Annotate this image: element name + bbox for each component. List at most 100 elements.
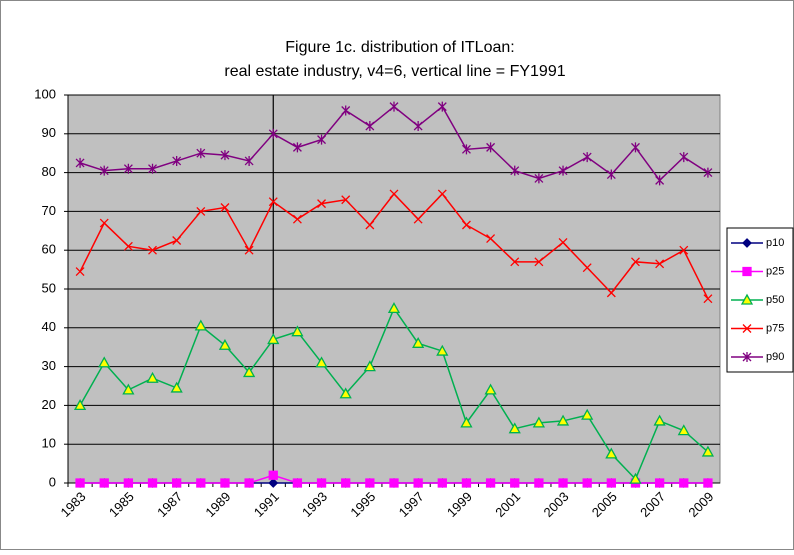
marker xyxy=(389,189,399,199)
marker xyxy=(172,236,182,245)
marker xyxy=(292,214,302,224)
legend-label: p75 xyxy=(766,322,784,334)
marker xyxy=(484,383,497,395)
marker xyxy=(389,478,399,488)
marker xyxy=(703,478,713,488)
y-tick-label: 40 xyxy=(42,319,56,334)
marker xyxy=(701,445,715,457)
marker xyxy=(437,189,447,199)
marker xyxy=(389,101,399,112)
marker xyxy=(341,195,351,205)
marker xyxy=(196,206,206,216)
marker xyxy=(534,173,544,184)
marker xyxy=(99,165,109,176)
marker xyxy=(413,214,423,224)
marker xyxy=(243,366,256,378)
marker xyxy=(582,152,592,163)
marker xyxy=(605,447,618,459)
marker xyxy=(679,152,689,163)
legend-marker xyxy=(742,324,752,333)
marker xyxy=(123,478,134,488)
marker xyxy=(194,319,207,331)
marker xyxy=(363,360,376,372)
marker xyxy=(558,165,568,176)
y-tick-label: 20 xyxy=(42,397,56,412)
marker xyxy=(631,257,640,267)
marker xyxy=(677,424,690,436)
legend-label: p25 xyxy=(766,265,784,277)
marker xyxy=(341,478,351,488)
marker xyxy=(460,416,473,428)
marker xyxy=(220,478,230,488)
marker xyxy=(98,356,111,368)
marker xyxy=(582,263,592,273)
marker xyxy=(244,478,254,488)
marker xyxy=(341,105,351,116)
marker xyxy=(196,478,206,488)
marker xyxy=(291,325,304,337)
marker xyxy=(510,257,520,267)
legend-marker xyxy=(742,266,752,277)
y-tick-label: 70 xyxy=(42,203,56,218)
marker xyxy=(485,478,496,488)
marker xyxy=(220,150,230,161)
y-tick-label: 100 xyxy=(34,86,56,101)
marker xyxy=(606,169,616,180)
marker xyxy=(170,381,183,393)
marker xyxy=(606,478,616,488)
marker xyxy=(654,478,665,488)
marker xyxy=(148,245,157,255)
marker xyxy=(339,387,352,399)
marker xyxy=(486,234,496,244)
legend-label: p10 xyxy=(766,237,784,249)
legend-marker xyxy=(740,293,754,305)
marker xyxy=(534,478,544,488)
marker xyxy=(317,134,327,145)
marker xyxy=(679,245,689,255)
legend-label: p90 xyxy=(766,351,784,363)
marker xyxy=(679,478,689,488)
y-tick-label: 0 xyxy=(49,474,56,489)
marker xyxy=(365,478,375,488)
marker xyxy=(413,478,423,488)
marker xyxy=(123,241,133,251)
y-tick-label: 90 xyxy=(42,125,56,140)
marker xyxy=(365,121,375,132)
marker xyxy=(99,478,109,488)
marker xyxy=(365,220,375,230)
y-tick-label: 10 xyxy=(42,436,56,451)
y-tick-label: 80 xyxy=(42,164,56,179)
marker xyxy=(437,478,447,488)
marker xyxy=(267,333,280,345)
marker xyxy=(412,336,425,348)
marker xyxy=(123,163,133,174)
marker xyxy=(99,218,109,228)
marker xyxy=(196,148,206,159)
marker xyxy=(315,356,328,368)
marker xyxy=(461,220,471,230)
legend-marker xyxy=(742,352,752,362)
marker xyxy=(244,155,254,166)
marker xyxy=(73,399,87,411)
marker xyxy=(292,142,302,153)
marker xyxy=(148,163,157,174)
y-tick-label: 50 xyxy=(42,280,56,295)
marker xyxy=(655,259,665,269)
marker xyxy=(218,338,232,350)
marker xyxy=(556,414,570,426)
marker xyxy=(653,414,666,426)
marker xyxy=(461,478,472,488)
marker xyxy=(268,470,278,480)
marker xyxy=(268,197,278,207)
marker xyxy=(75,267,85,276)
marker xyxy=(703,167,713,178)
marker xyxy=(532,416,545,428)
marker xyxy=(461,144,471,155)
marker xyxy=(317,199,327,209)
marker xyxy=(387,302,401,314)
marker xyxy=(316,478,327,488)
marker xyxy=(122,383,135,395)
marker xyxy=(436,344,449,356)
legend-marker xyxy=(742,238,752,248)
